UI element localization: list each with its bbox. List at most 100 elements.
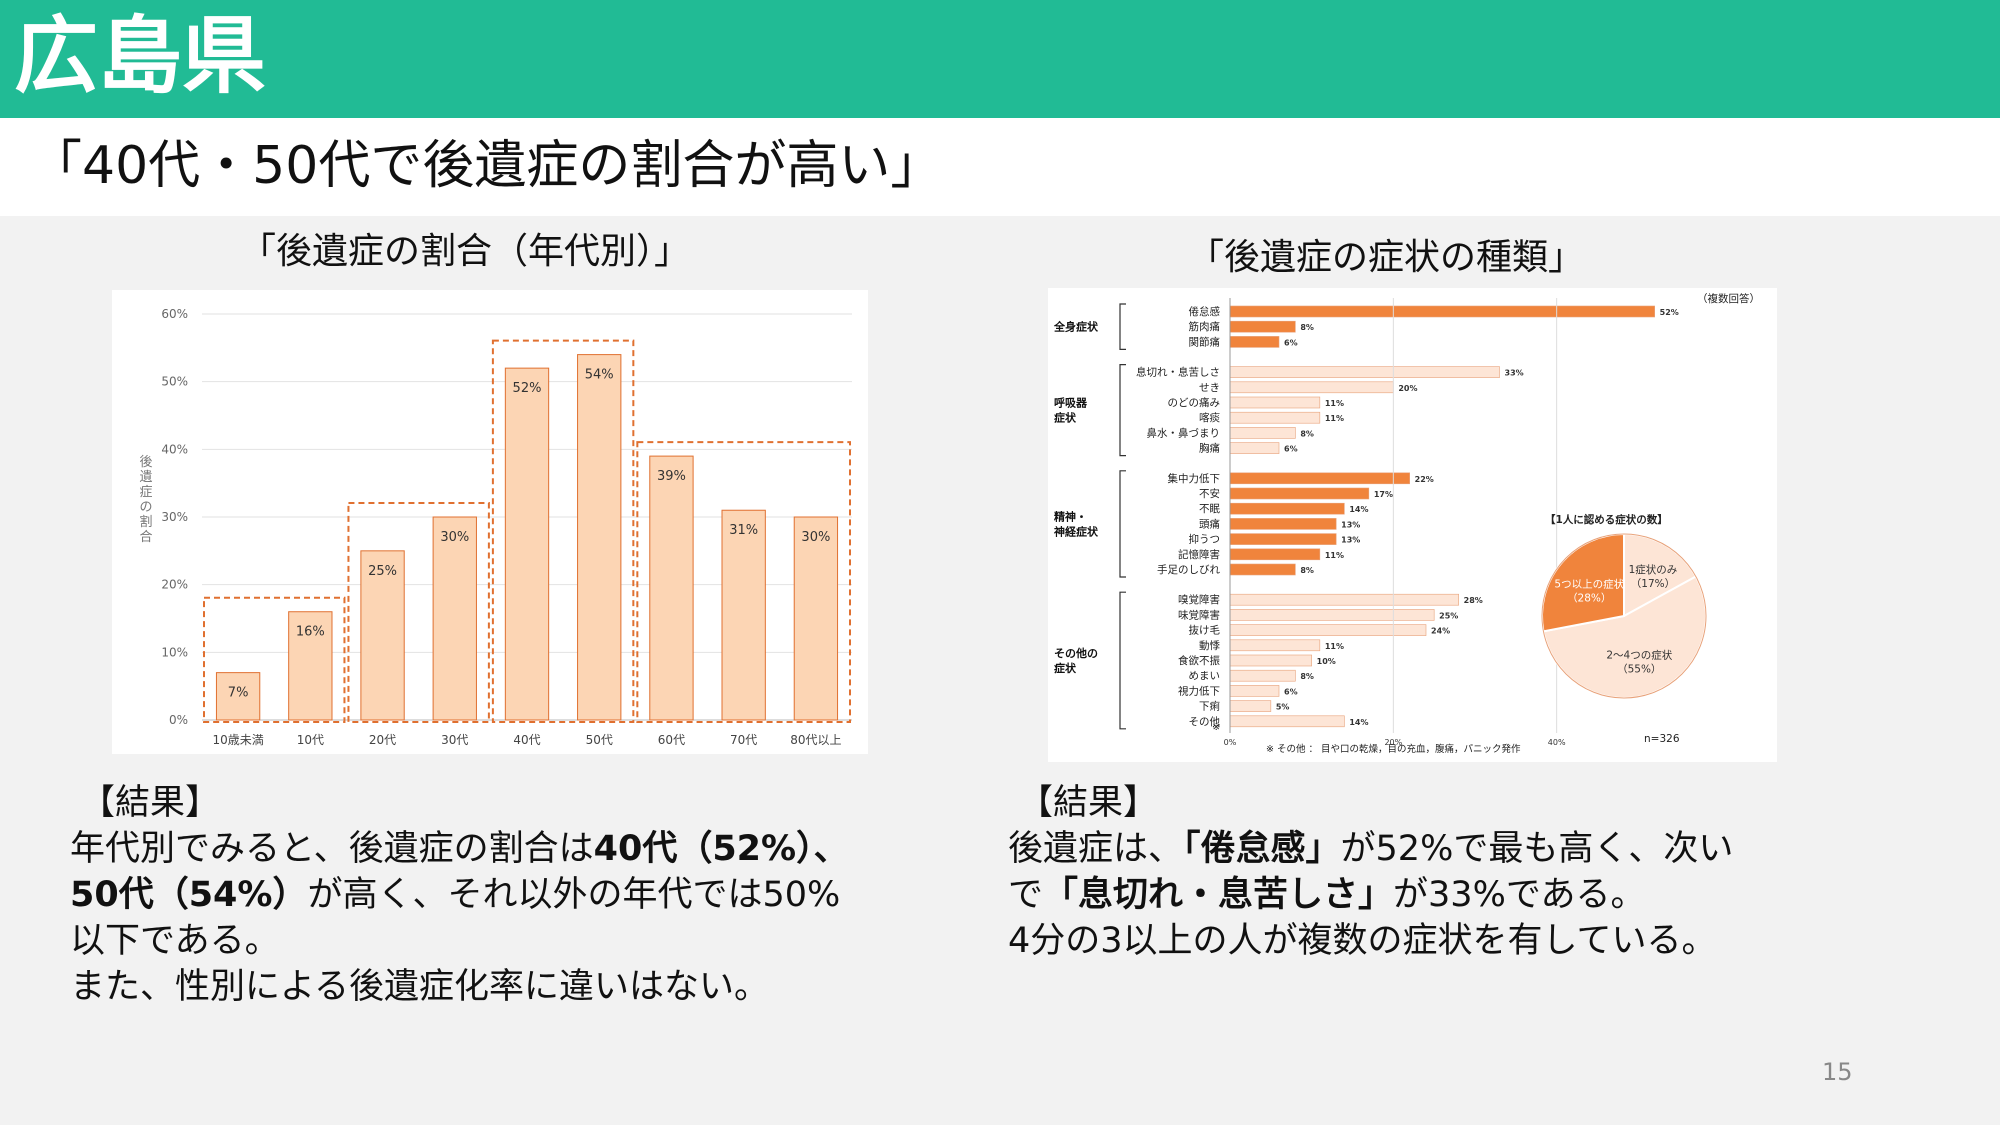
- symptom-bar: [1229, 336, 1280, 348]
- y-tick-label: 20%: [161, 578, 188, 592]
- group-bracket: [1119, 591, 1126, 730]
- symptom-label: 記憶障害: [1178, 548, 1220, 561]
- x-tick-label: 80代以上: [790, 733, 841, 747]
- symptom-label: 抜け毛: [1189, 624, 1221, 637]
- bar-data-label: 7%: [228, 686, 249, 701]
- highlight-group-box: [347, 502, 490, 723]
- x-tick-label: 60代: [658, 733, 685, 747]
- bar-data-label: 52%: [513, 381, 542, 396]
- symptom-value-label: 8%: [1300, 672, 1314, 681]
- bar-data-label: 39%: [657, 469, 686, 484]
- highlight-group-box: [203, 596, 346, 724]
- symptom-bar: [1229, 381, 1394, 394]
- group-name: その他の: [1054, 646, 1098, 660]
- group-name: 精神・: [1054, 509, 1087, 523]
- symptom-bar: [1229, 548, 1321, 561]
- y-tick-label: 40%: [161, 442, 188, 456]
- symptom-value-label: 25%: [1439, 611, 1458, 620]
- symptom-label: せき: [1199, 382, 1220, 394]
- symptom-bar: [1229, 472, 1410, 485]
- symptom-bar: [1229, 533, 1337, 545]
- symptom-value-label: 10%: [1317, 657, 1336, 666]
- result-right-heading: 【結果】: [1018, 783, 1159, 823]
- symptom-label: 不眠: [1199, 503, 1221, 515]
- bar: [432, 516, 477, 721]
- multiple-answer-note: （複数回答）: [1697, 292, 1760, 305]
- symptom-label: その他: [1189, 715, 1221, 728]
- x-tick-label: 50代: [586, 733, 613, 747]
- symptom-label: 頭痛: [1199, 517, 1220, 530]
- y-tick-label: 60%: [161, 307, 188, 321]
- symptom-value-label: 20%: [1398, 384, 1417, 393]
- symptom-value-label: 5%: [1276, 703, 1290, 712]
- symptom-bar: [1229, 639, 1321, 652]
- pie-slice-pct: （55%）: [1617, 663, 1661, 675]
- bar-data-label: 30%: [801, 530, 830, 545]
- bar: [215, 672, 261, 721]
- result-right-line2: で: [1008, 875, 1044, 915]
- x-tick-label: 30代: [441, 733, 468, 747]
- bar-data-label: 30%: [440, 530, 469, 545]
- x-tick-label: 40代: [513, 733, 540, 747]
- symptom-bar: [1229, 320, 1296, 333]
- symptom-value-label: 11%: [1325, 414, 1344, 423]
- bar: [793, 516, 839, 721]
- prefecture-title: 広島県: [14, 7, 267, 105]
- symptom-bar: [1229, 305, 1655, 318]
- group-bracket: [1119, 470, 1126, 578]
- symptom-value-label: 11%: [1325, 551, 1344, 560]
- symptom-label: 筋肉痛: [1189, 320, 1221, 333]
- result-right: 【結果】 後遺症は、「倦怠感」が52%で最も高く、次い で「息切れ・息苦しさ」が…: [1008, 780, 1908, 964]
- symptom-bar: [1229, 366, 1500, 378]
- y-axis-label: 合: [139, 530, 152, 545]
- group-name: 全身症状: [1053, 320, 1099, 334]
- x-tick-label: 10歳未満: [212, 733, 263, 747]
- bar: [504, 367, 550, 721]
- symptom-bar: [1229, 442, 1280, 454]
- x-tick-label: 20代: [369, 733, 396, 747]
- result-right-line2-bold: 「息切れ・息苦しさ」: [1043, 875, 1394, 915]
- symptom-value-label: 13%: [1341, 520, 1360, 529]
- bar: [577, 354, 622, 721]
- result-right-line3: 4分の3以上の人が複数の症状を有している。: [1008, 921, 1717, 961]
- headline-bar: 「40代・50代で後遺症の割合が高い」: [0, 118, 2000, 216]
- symptom-value-label: 17%: [1374, 490, 1393, 499]
- group-name: 呼吸器: [1054, 396, 1088, 410]
- y-axis-label: 後: [139, 455, 152, 470]
- symptom-value-label: 13%: [1341, 536, 1360, 545]
- pie-title: 【1人に認める症状の数】: [1545, 513, 1668, 526]
- result-left-line3: 以下である。: [70, 921, 280, 961]
- symptom-bar: [1229, 411, 1321, 424]
- y-tick-label: 0%: [169, 713, 188, 727]
- symptom-bar: [1229, 487, 1370, 500]
- result-right-line1-bold: 「倦怠感」: [1183, 829, 1341, 869]
- symptom-label: 抑うつ: [1189, 533, 1221, 546]
- symptom-label: 手足のしびれ: [1157, 563, 1220, 576]
- pie-slice-label: 5つ以上の症状: [1554, 577, 1624, 590]
- y-axis-label: 症: [139, 485, 152, 500]
- result-left: 【結果】 年代別でみると、後遺症の割合は40代（52%）、 50代（54%）が高…: [70, 780, 950, 1010]
- symptom-label: 下痢: [1199, 700, 1221, 713]
- symptom-bar: [1229, 396, 1321, 409]
- result-right-line1: 後遺症は、: [1008, 829, 1184, 869]
- symptom-bar-chart: 倦怠感 52% 筋肉痛 8% 関節痛 6% 息切れ・息苦しさ 33% せき 20% のどの痛み 11%…: [1053, 292, 1760, 755]
- bar: [721, 509, 766, 721]
- age-chart-title: 「後遺症の割合（年代別）」: [240, 231, 691, 272]
- x-tick-label: 20%: [1384, 738, 1402, 747]
- y-axis-label: の: [139, 500, 152, 515]
- symptom-bar: [1229, 563, 1296, 576]
- symptom-value-label: 6%: [1284, 338, 1298, 347]
- symptom-value-label: 8%: [1300, 429, 1314, 438]
- symptom-chart-title: 「後遺症の症状の種類」: [1188, 237, 1585, 278]
- symptom-value-label: 11%: [1325, 399, 1344, 408]
- symptom-label: 関節痛: [1189, 335, 1221, 348]
- result-left-line4: また、性別による後遺症化率に違いはない。: [70, 967, 769, 1007]
- pie-outline: [1541, 533, 1707, 699]
- symptom-value-label: 8%: [1300, 323, 1314, 332]
- highlight-group-box: [491, 339, 635, 723]
- bar-data-label: 31%: [729, 523, 758, 538]
- age-bar-chart: 0% 10% 20% 30% 40% 50% 60% 後遺症の割合 7% 10歳未満 16% 10代 2…: [139, 307, 852, 747]
- group-name: 神経症状: [1054, 524, 1099, 538]
- bar: [288, 611, 333, 721]
- pie-slice-pct: （17%）: [1631, 578, 1675, 590]
